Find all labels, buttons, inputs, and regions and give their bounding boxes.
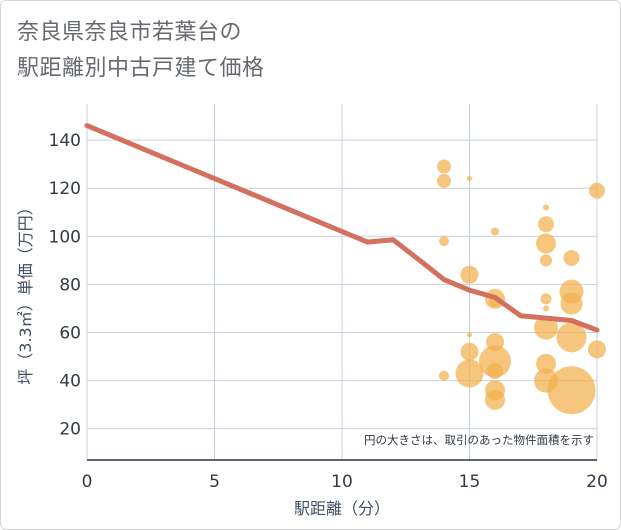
data-bubble xyxy=(547,366,596,415)
data-bubble xyxy=(560,292,583,315)
axes: 0 5 10 15 20 20 40 60 80 100 120 140 xyxy=(49,131,608,492)
data-bubble xyxy=(439,370,449,381)
y-tick-label: 140 xyxy=(49,131,81,151)
data-bubble xyxy=(540,254,552,267)
data-bubble xyxy=(439,236,449,247)
data-bubble xyxy=(536,353,556,374)
x-tick-label: 5 xyxy=(209,472,220,492)
data-bubble xyxy=(491,227,499,236)
x-tick-label: 10 xyxy=(331,472,353,492)
chart-title-line2: 駅距離別中古戸建て価格 xyxy=(17,56,265,81)
data-bubble xyxy=(588,340,606,359)
x-tick-label: 20 xyxy=(586,472,608,492)
y-tick-label: 100 xyxy=(49,227,81,247)
x-axis-label: 駅距離（分） xyxy=(294,499,390,518)
bubbles-layer xyxy=(437,159,606,415)
average-price-line xyxy=(84,123,600,333)
y-tick-label: 120 xyxy=(49,179,81,199)
y-axis-label: 坪（3.3㎡）単価（万円） xyxy=(16,199,35,384)
data-bubble xyxy=(487,363,503,379)
data-bubble xyxy=(543,204,549,211)
x-tick-label: 0 xyxy=(82,472,93,492)
data-bubble xyxy=(479,345,511,378)
data-bubble xyxy=(460,265,479,284)
data-bubble xyxy=(485,389,505,410)
data-bubble xyxy=(563,249,580,266)
data-bubble xyxy=(437,159,451,174)
data-bubble xyxy=(467,332,472,338)
data-bubble xyxy=(540,293,552,305)
data-bubble xyxy=(437,173,451,188)
data-bubble xyxy=(543,305,549,312)
data-bubble xyxy=(556,322,587,353)
y-tick-label: 40 xyxy=(59,372,81,392)
data-bubble xyxy=(534,315,558,340)
y-tick-label: 80 xyxy=(59,275,81,295)
data-bubble xyxy=(467,176,472,182)
x-tick-label: 15 xyxy=(459,472,481,492)
data-bubble xyxy=(455,359,484,388)
data-bubble xyxy=(538,216,554,233)
y-tick-label: 20 xyxy=(59,420,81,440)
size-note: 円の大きさは、取引のあった物件面積を示す xyxy=(364,433,594,447)
data-bubble xyxy=(589,182,605,199)
chart-title-line1: 奈良県奈良市若葉台の xyxy=(17,20,243,45)
data-bubble xyxy=(536,233,556,254)
y-tick-label: 60 xyxy=(59,324,81,344)
chart-title: 奈良県奈良市若葉台の 駅距離別中古戸建て価格 xyxy=(17,15,265,87)
data-bubble xyxy=(460,342,479,361)
